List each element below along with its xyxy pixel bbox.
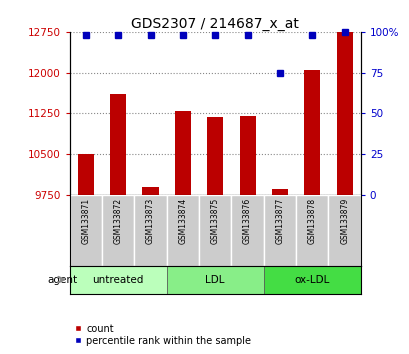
Bar [166, 195, 199, 266]
Text: GSM133873: GSM133873 [146, 198, 155, 245]
Text: GSM133875: GSM133875 [210, 198, 219, 245]
Text: GSM133879: GSM133879 [339, 198, 348, 245]
Text: GSM133876: GSM133876 [243, 198, 252, 245]
Bar [110, 94, 126, 195]
Title: GDS2307 / 214687_x_at: GDS2307 / 214687_x_at [131, 17, 299, 31]
Bar [78, 154, 94, 195]
Bar [166, 266, 263, 294]
Bar [199, 195, 231, 266]
Bar [328, 195, 360, 266]
Text: GSM133874: GSM133874 [178, 198, 187, 245]
Text: GSM133871: GSM133871 [81, 198, 90, 244]
Bar [134, 195, 166, 266]
Bar [102, 195, 134, 266]
Text: GSM133872: GSM133872 [113, 198, 122, 244]
Text: untreated: untreated [92, 275, 144, 285]
Legend: count, percentile rank within the sample: count, percentile rank within the sample [74, 324, 251, 346]
Bar [70, 195, 102, 266]
Text: LDL: LDL [205, 275, 225, 285]
Bar [239, 116, 255, 195]
Text: GSM133878: GSM133878 [307, 198, 316, 244]
Bar [295, 195, 328, 266]
Bar [263, 266, 360, 294]
Bar [70, 266, 166, 294]
Bar [303, 70, 319, 195]
Bar [142, 187, 158, 195]
Bar [336, 32, 352, 195]
Bar [207, 118, 223, 195]
Text: agent: agent [47, 275, 77, 285]
Text: ox-LDL: ox-LDL [294, 275, 329, 285]
Bar [263, 195, 295, 266]
Bar [231, 195, 263, 266]
Text: GSM133877: GSM133877 [275, 198, 284, 245]
Bar [271, 189, 288, 195]
Bar [174, 110, 191, 195]
